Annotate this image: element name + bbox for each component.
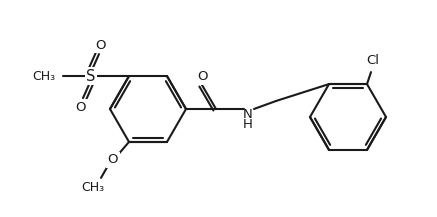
Text: Cl: Cl bbox=[367, 54, 379, 67]
Text: H: H bbox=[243, 117, 253, 130]
Text: S: S bbox=[87, 69, 96, 84]
Text: O: O bbox=[76, 101, 86, 113]
Text: O: O bbox=[96, 39, 106, 52]
Text: CH₃: CH₃ bbox=[32, 70, 55, 83]
Text: O: O bbox=[108, 153, 118, 166]
Text: O: O bbox=[197, 71, 207, 84]
Text: CH₃: CH₃ bbox=[81, 181, 104, 194]
Text: N: N bbox=[243, 108, 253, 122]
